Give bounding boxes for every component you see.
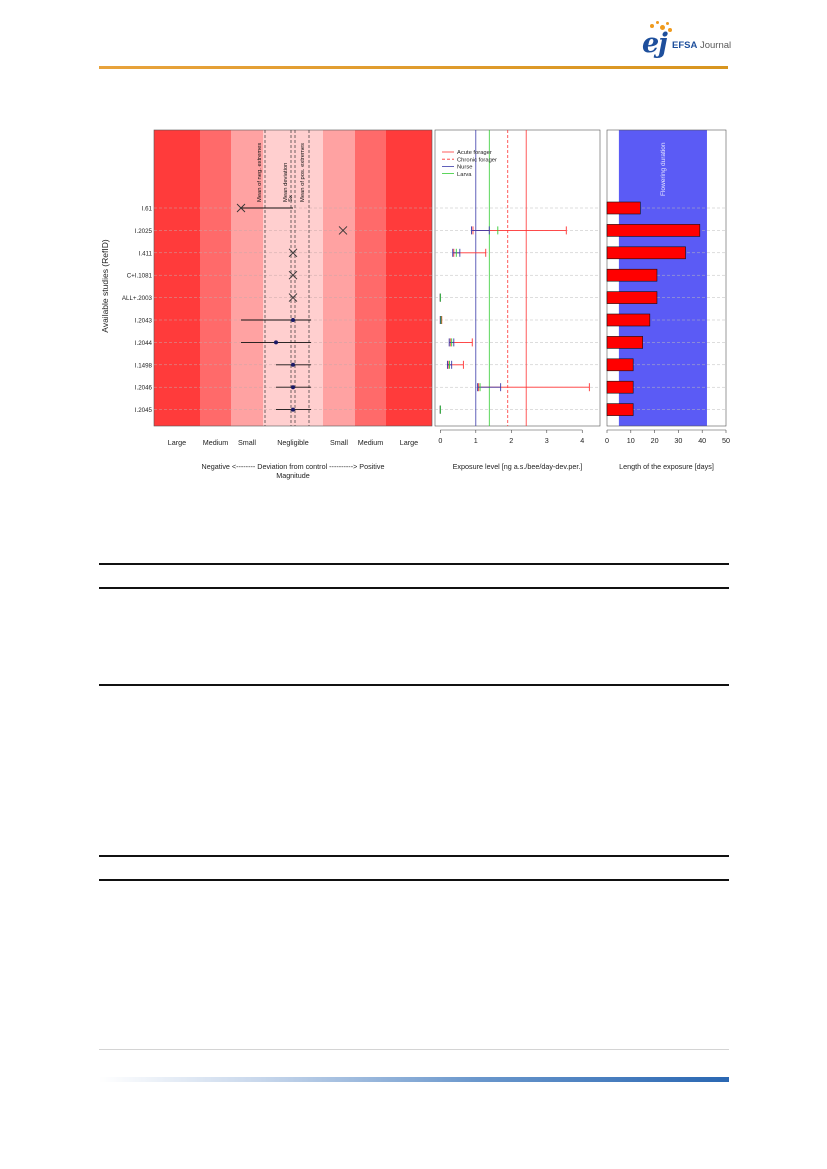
reference-line-label: Sx xyxy=(288,195,294,202)
x-tick-label: 20 xyxy=(651,436,659,445)
study-label: I.411 xyxy=(139,250,153,257)
duration-bar xyxy=(606,291,658,304)
reference-line-label: Mean of neg. extremes xyxy=(257,143,263,202)
efsa-journal-logo: ej EFSA Journal xyxy=(640,20,735,64)
marker-stroke xyxy=(288,270,298,280)
deviation-axis-subtitle: Magnitude xyxy=(276,471,310,480)
deviation-zone xyxy=(231,130,263,426)
x-tick-label: 50 xyxy=(722,436,730,445)
reference-line-label: Mean deviation xyxy=(283,163,289,202)
legend-label: Chronic forager xyxy=(457,157,497,163)
point-marker xyxy=(288,293,298,302)
study-label: I.1498 xyxy=(135,362,153,369)
study-label: ALL+.2003 xyxy=(122,295,153,302)
deviation-frame xyxy=(153,129,433,427)
study-label: C+I.1081 xyxy=(127,273,153,280)
point-marker xyxy=(291,407,295,412)
deviation-zone xyxy=(323,130,355,426)
duration-panel: Flowering duration 0 10 20 30 40 50 Length of t… xyxy=(605,129,730,471)
footer-line xyxy=(99,1049,729,1050)
study-label: I.2043 xyxy=(135,318,153,325)
flowering-label: Flowering duration xyxy=(660,142,667,196)
x-tick-label: 0 xyxy=(438,436,442,445)
point-marker xyxy=(291,318,295,322)
exposure-frame xyxy=(434,129,601,427)
legend-label: Larva xyxy=(457,172,472,178)
exposure-axis-title: Exposure level [ng a.s./bee/day-dev.per.… xyxy=(453,462,583,471)
deviation-zone xyxy=(386,130,432,426)
point-marker xyxy=(291,362,295,367)
table-header-rule xyxy=(99,587,729,589)
marker-stroke xyxy=(288,293,298,302)
duration-bar xyxy=(606,313,651,327)
duration-bar xyxy=(606,246,686,260)
logo-text: EFSA Journal xyxy=(672,40,732,51)
x-tick-label: 2 xyxy=(509,436,513,445)
marker-stroke xyxy=(288,248,298,258)
study-label: I.2025 xyxy=(135,228,153,235)
legend-label: Acute forager xyxy=(457,150,492,156)
deviation-zone xyxy=(263,130,323,426)
duration-bar xyxy=(606,358,634,372)
zone-label: Medium xyxy=(358,438,384,447)
duration-bar xyxy=(606,336,644,349)
table-row-rule xyxy=(99,684,729,686)
marker-stroke xyxy=(236,203,246,213)
deviation-zone xyxy=(355,130,386,426)
study-label: I.2046 xyxy=(135,385,153,392)
reference-line-label: Mean of pos. extremes xyxy=(300,143,306,202)
deviation-axis-title: Negative <-------- Deviation from contro… xyxy=(202,462,385,471)
legend-label: Nurse xyxy=(457,165,472,171)
duration-bar xyxy=(606,201,641,215)
x-tick-label: 1 xyxy=(474,436,478,445)
point-marker xyxy=(291,385,295,390)
x-tick-label: 40 xyxy=(698,436,706,445)
zone-label: Large xyxy=(168,438,186,447)
point-marker xyxy=(274,340,278,345)
x-tick-label: 4 xyxy=(580,436,584,445)
study-label: I.2045 xyxy=(135,407,153,414)
x-tick-label: 3 xyxy=(545,436,549,445)
zone-label: Negligible xyxy=(277,438,309,447)
duration-bar xyxy=(606,403,634,416)
deviation-panel: I.61 I.2025 I.411 C+I.1081 ALL+.2003 I.2043 I.… xyxy=(122,129,433,480)
study-label: I.2044 xyxy=(135,340,153,347)
point-marker xyxy=(288,248,298,258)
x-tick-label: 10 xyxy=(627,436,635,445)
deviation-zone xyxy=(154,130,200,426)
point-marker xyxy=(236,203,246,213)
deviation-zone xyxy=(200,130,231,426)
table-top-rule xyxy=(99,563,729,565)
point-marker xyxy=(338,226,348,235)
zone-label: Small xyxy=(238,438,256,447)
table-row-rule xyxy=(99,855,729,857)
duration-bar xyxy=(606,268,658,282)
zone-label: Small xyxy=(330,438,348,447)
duration-axis-title: Length of the exposure [days] xyxy=(619,462,714,471)
x-tick-label: 0 xyxy=(605,436,609,445)
duration-bar xyxy=(606,380,634,394)
logo-mark: ej xyxy=(642,28,668,59)
zone-label: Large xyxy=(400,438,418,447)
study-label: I.61 xyxy=(142,206,153,213)
zone-label: Medium xyxy=(203,438,229,447)
y-axis-label: Available studies (RefID) xyxy=(100,239,110,333)
footer-bar xyxy=(99,1077,729,1082)
point-marker xyxy=(288,270,298,280)
figure: I.61 I.2025 I.411 C+I.1081 ALL+.2003 I.2043 I.… xyxy=(100,129,730,480)
marker-stroke xyxy=(338,226,348,235)
duration-bar xyxy=(606,224,701,237)
x-tick-label: 30 xyxy=(674,436,682,445)
table-bottom-rule xyxy=(99,879,729,881)
header-rule xyxy=(99,66,728,69)
